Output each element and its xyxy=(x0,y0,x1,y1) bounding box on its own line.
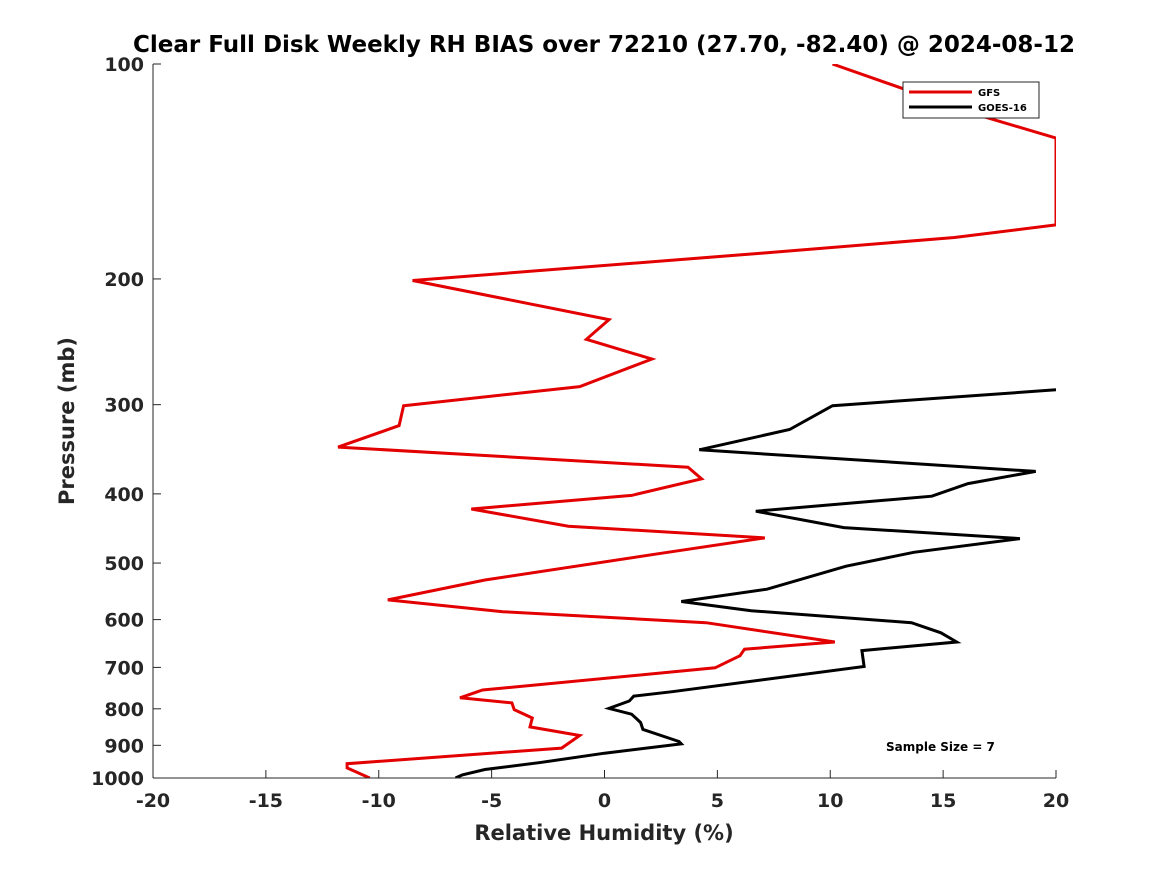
legend: GFS GOES-16 xyxy=(902,81,1040,119)
y-tick-label: 500 xyxy=(104,553,144,575)
series-line-gfs xyxy=(337,64,1056,778)
x-tick-label: -10 xyxy=(362,790,396,812)
y-tick-label: 1000 xyxy=(91,768,144,790)
series-line-goes16 xyxy=(454,388,1056,778)
y-tick-label: 900 xyxy=(104,735,144,757)
legend-box xyxy=(902,81,1040,119)
y-tick-label: 800 xyxy=(104,699,144,721)
x-tick-label: 15 xyxy=(930,790,956,812)
x-tick-label: 0 xyxy=(598,790,611,812)
x-tick-label: 10 xyxy=(817,790,843,812)
legend-label-gfs: GFS xyxy=(978,88,1000,99)
y-ticks: 100 200 300 400 500 600 700 800 900 1000 xyxy=(91,54,161,790)
x-tick-label: -20 xyxy=(136,790,170,812)
x-tick-label: -15 xyxy=(249,790,283,812)
x-axis-label: Relative Humidity (%) xyxy=(474,821,733,845)
sample-size-annotation: Sample Size = 7 xyxy=(886,740,995,754)
y-tick-label: 100 xyxy=(104,54,144,76)
x-ticks: -20 -15 -10 -5 0 5 10 15 20 xyxy=(136,770,1069,812)
x-tick-label: 20 xyxy=(1043,790,1069,812)
x-tick-label: 5 xyxy=(711,790,724,812)
y-tick-label: 300 xyxy=(104,395,144,417)
legend-label-goes16: GOES-16 xyxy=(978,103,1027,114)
chart-title: Clear Full Disk Weekly RH BIAS over 7221… xyxy=(133,32,1075,58)
y-tick-label: 200 xyxy=(104,269,144,291)
y-tick-label: 600 xyxy=(104,610,144,632)
y-axis-label: Pressure (mb) xyxy=(55,337,79,505)
series-layer xyxy=(337,64,1056,778)
y-tick-label: 400 xyxy=(104,484,144,506)
x-tick-label: -5 xyxy=(481,790,502,812)
y-tick-label: 700 xyxy=(104,657,144,679)
